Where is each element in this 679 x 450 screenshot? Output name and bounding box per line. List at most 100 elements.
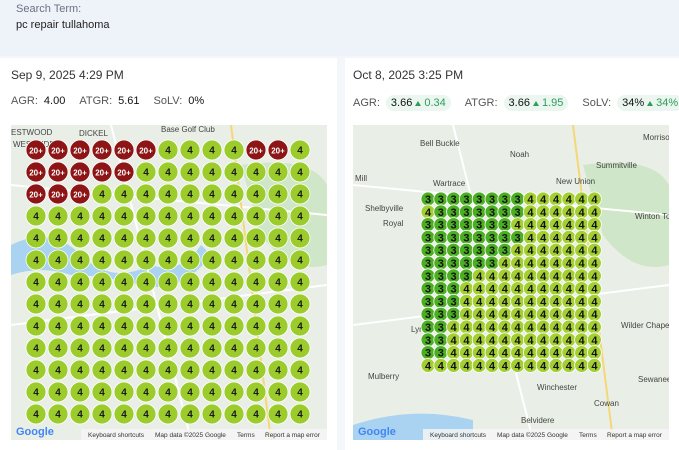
metric: SoLV: 34% 34% bbox=[582, 95, 679, 111]
rank-value: 4 bbox=[275, 256, 281, 267]
rank-pin bbox=[91, 337, 113, 359]
map-footer-link[interactable]: Keyboard shortcuts bbox=[430, 432, 487, 439]
rank-pin bbox=[91, 139, 113, 161]
rank-pin bbox=[157, 227, 179, 249]
rank-pin bbox=[267, 359, 289, 381]
rank-pin bbox=[69, 183, 91, 205]
rank-value: 4 bbox=[165, 322, 171, 333]
rank-pin bbox=[69, 205, 91, 227]
map-footer-link[interactable]: Terms bbox=[237, 432, 255, 439]
rank-value: 4 bbox=[540, 194, 547, 206]
rank-pin bbox=[245, 249, 267, 271]
rank-value: 4 bbox=[187, 366, 193, 377]
rank-pin bbox=[47, 403, 69, 425]
rank-pin bbox=[223, 161, 245, 183]
rank-pin bbox=[245, 315, 267, 337]
rank-value: 4 bbox=[502, 296, 509, 308]
rank-value: 4 bbox=[231, 278, 237, 289]
rank-value: 3 bbox=[451, 220, 457, 232]
rank-pin bbox=[179, 337, 201, 359]
rank-value: 3 bbox=[438, 220, 444, 232]
rank-value: 3 bbox=[425, 194, 431, 206]
rank-value: 4 bbox=[502, 309, 509, 321]
rank-value: 4 bbox=[527, 271, 534, 283]
rank-value: 4 bbox=[99, 190, 105, 201]
rank-pin bbox=[135, 139, 157, 161]
rank-value: 4 bbox=[187, 234, 193, 245]
rank-value: 4 bbox=[451, 360, 458, 372]
rank-value: 3 bbox=[438, 309, 444, 321]
rank-value: 4 bbox=[463, 309, 470, 321]
rank-value: 4 bbox=[579, 296, 586, 308]
rank-value: 4 bbox=[99, 388, 105, 399]
rank-value: 3 bbox=[463, 271, 469, 283]
rank-value: 4 bbox=[275, 234, 281, 245]
rank-value: 4 bbox=[209, 300, 215, 311]
rank-value: 4 bbox=[527, 194, 534, 206]
rank-value: 3 bbox=[463, 194, 469, 206]
rank-value: 4 bbox=[275, 344, 281, 355]
rank-pin bbox=[47, 161, 69, 183]
rank-value: 4 bbox=[297, 344, 303, 355]
rank-value: 4 bbox=[209, 256, 215, 267]
rank-value: 3 bbox=[438, 194, 444, 206]
rank-value: 4 bbox=[489, 335, 496, 347]
rank-value: 4 bbox=[165, 388, 171, 399]
place-label: DICKEL bbox=[79, 129, 108, 138]
rank-pin bbox=[179, 315, 201, 337]
rank-value: 4 bbox=[463, 322, 470, 334]
rank-value: 4 bbox=[527, 360, 534, 372]
rank-value: 4 bbox=[33, 234, 39, 245]
rank-value: 4 bbox=[187, 410, 193, 421]
rank-pin bbox=[25, 249, 47, 271]
rank-value: 3 bbox=[438, 322, 444, 334]
rank-value: 4 bbox=[591, 348, 598, 360]
rank-value: 4 bbox=[165, 410, 171, 421]
rank-value: 4 bbox=[297, 322, 303, 333]
rank-value: 3 bbox=[502, 232, 508, 244]
rank-value: 4 bbox=[143, 278, 149, 289]
rank-value: 20+ bbox=[29, 147, 43, 156]
rank-value: 4 bbox=[515, 309, 522, 321]
map[interactable]: ESTWOODDICKELWESTSIDEBase Golf Club20+20… bbox=[11, 125, 327, 440]
google-logo: Google bbox=[16, 426, 54, 438]
rank-value: 4 bbox=[231, 168, 237, 179]
rank-pin bbox=[135, 381, 157, 403]
rank-pin bbox=[179, 249, 201, 271]
metric-change: 1.95 bbox=[541, 97, 564, 109]
map-footer-link[interactable]: Report a map error bbox=[265, 432, 321, 439]
rank-value: 4 bbox=[231, 344, 237, 355]
rank-value: 4 bbox=[553, 245, 560, 257]
map[interactable]: Bell Buckle Noah Morrison Summitville Wartra… bbox=[353, 125, 669, 440]
map-footer-link[interactable]: Map data ©2025 Google bbox=[497, 431, 568, 439]
rank-pin bbox=[25, 359, 47, 381]
rank-pin bbox=[289, 271, 311, 293]
rank-value: 20+ bbox=[73, 191, 87, 200]
place-label: Royal bbox=[383, 219, 404, 228]
rank-value: 3 bbox=[502, 220, 508, 232]
map-footer-link[interactable]: Report a map error bbox=[607, 432, 663, 439]
rank-pin bbox=[25, 315, 47, 337]
rank-pin bbox=[135, 359, 157, 381]
rank-value: 4 bbox=[121, 212, 127, 223]
rank-value: 3 bbox=[438, 258, 444, 270]
rank-value: 4 bbox=[77, 234, 83, 245]
rank-value: 4 bbox=[553, 284, 560, 296]
place-label: Winton To bbox=[635, 212, 669, 221]
rank-value: 4 bbox=[515, 220, 522, 232]
rank-pin bbox=[289, 403, 311, 425]
rank-value: 4 bbox=[540, 322, 547, 334]
map-footer-link[interactable]: Map data ©2025 Google bbox=[155, 431, 226, 439]
rank-value: 4 bbox=[187, 168, 193, 179]
rank-value: 4 bbox=[187, 278, 193, 289]
rank-pin bbox=[179, 227, 201, 249]
rank-value: 4 bbox=[253, 366, 259, 377]
rank-value: 4 bbox=[553, 348, 560, 360]
rank-value: 4 bbox=[297, 410, 303, 421]
map-footer-link[interactable]: Terms bbox=[579, 432, 597, 439]
rank-value: 4 bbox=[579, 258, 586, 270]
rank-value: 4 bbox=[489, 271, 496, 283]
rank-pin bbox=[223, 381, 245, 403]
map-footer-link[interactable]: Keyboard shortcuts bbox=[88, 432, 145, 439]
rank-value: 4 bbox=[121, 366, 127, 377]
